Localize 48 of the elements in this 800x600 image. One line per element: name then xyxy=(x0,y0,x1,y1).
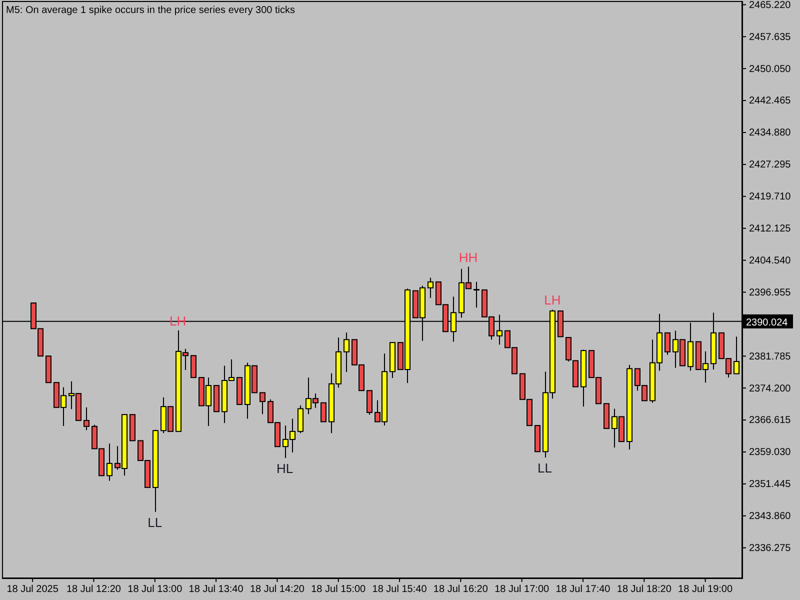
y-tick-label: 2359.030 xyxy=(749,447,792,458)
candlestick xyxy=(474,281,480,308)
y-tick-label: 2381.785 xyxy=(749,351,792,362)
x-tick-label: 18 Jul 17:00 xyxy=(494,584,550,596)
candlestick xyxy=(260,392,266,415)
y-tick-label: 2450.050 xyxy=(749,64,792,75)
y-tick-label: 2374.200 xyxy=(749,383,792,394)
y-tick-label: 2343.860 xyxy=(749,511,792,522)
y-tick-label: 2419.710 xyxy=(749,192,792,203)
x-tick-label: 18 Jul 15:00 xyxy=(311,584,366,596)
x-tick-label: 18 Jul 17:40 xyxy=(556,584,611,596)
annotation: LL xyxy=(148,514,162,530)
candlestick xyxy=(428,277,434,298)
y-tick-label: 2396.955 xyxy=(749,287,792,298)
y-tick-label: 2442.465 xyxy=(749,96,792,107)
x-tick-label: 18 Jul 13:00 xyxy=(128,584,183,596)
candlestick xyxy=(366,390,372,416)
x-tick-label: 18 Jul 16:20 xyxy=(433,584,488,596)
y-tick-label: 2427.295 xyxy=(749,160,792,171)
annotation: LH xyxy=(544,292,561,308)
candlestick xyxy=(106,443,112,482)
x-tick-label: 18 Jul 13:40 xyxy=(188,584,244,596)
annotation: LL xyxy=(538,460,552,476)
y-tick-label: 2412.125 xyxy=(749,224,792,235)
y-tick-label: 2366.615 xyxy=(749,415,792,426)
candlestick xyxy=(298,404,304,434)
candlestick xyxy=(734,336,740,374)
candlestick xyxy=(320,402,326,422)
y-tick-label: 2465.220 xyxy=(749,0,792,11)
y-tick-label: 2434.880 xyxy=(749,128,792,139)
y-tick-label: 2457.635 xyxy=(749,32,792,43)
candlestick xyxy=(190,355,196,378)
y-tick-label: 2336.275 xyxy=(749,542,792,554)
chart-title: M5: On average 1 spike occurs in the price series every 300 ticks xyxy=(6,5,296,16)
ref-line-label: 2390.024 xyxy=(746,317,788,328)
x-tick-label: 18 Jul 18:20 xyxy=(616,584,672,596)
annotation: HH xyxy=(458,250,478,265)
annotation: HL xyxy=(276,460,294,476)
x-tick-label: 18 Jul 19:00 xyxy=(678,584,733,596)
candlestick xyxy=(344,332,350,373)
candlestick xyxy=(664,332,670,356)
y-tick-label: 2404.540 xyxy=(749,255,792,266)
x-tick-label: 18 Jul 15:40 xyxy=(372,584,428,596)
x-tick-label: 18 Jul 12:20 xyxy=(66,584,122,596)
candlestick xyxy=(84,406,90,431)
x-tick-label: 18 Jul 14:20 xyxy=(250,584,305,596)
y-tick-label: 2351.445 xyxy=(749,479,792,490)
x-tick-label: 18 Jul 2025 xyxy=(6,584,59,596)
